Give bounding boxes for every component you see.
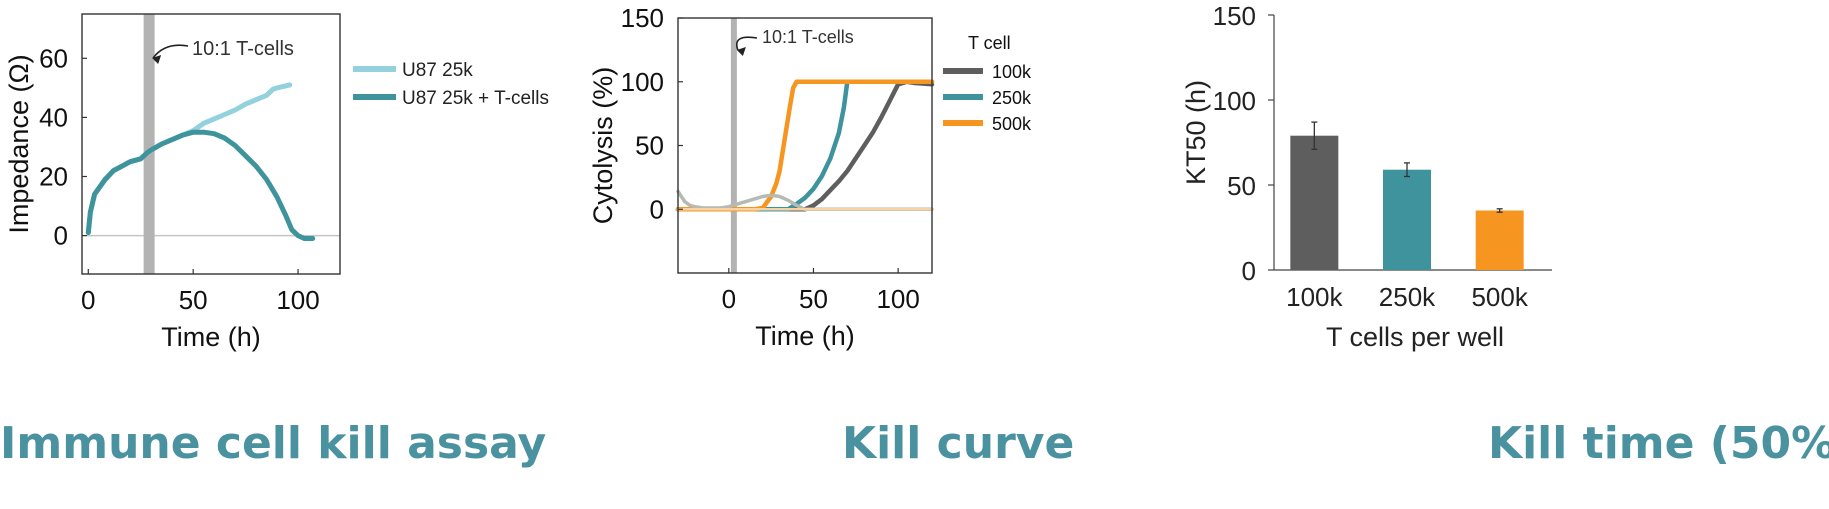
caption-immune-cell-kill-assay: Immune cell kill assay (0, 418, 547, 469)
y-tick-label: 20 (39, 162, 68, 192)
y-tick-label: 0 (1242, 256, 1256, 286)
plot-frame (81, 13, 341, 275)
marker-arrowhead (152, 55, 162, 64)
y-tick-label: 100 (621, 67, 664, 97)
series-line-u87-25k (85, 82, 293, 236)
bar-500k (1475, 210, 1524, 270)
x-axis-label: Time (h) (161, 322, 261, 352)
marker-arrowhead (736, 47, 746, 56)
x-tick-label: 100 (876, 284, 919, 314)
x-tick-label: 0 (722, 284, 736, 314)
legend-label: U87 25k + T-cells (402, 88, 549, 109)
legend-label: U87 25k (402, 60, 473, 81)
y-tick-label: 150 (621, 3, 664, 33)
y-tick-label: 0 (54, 221, 68, 251)
marker-arrow (736, 36, 758, 51)
series-line-250k (675, 79, 935, 212)
legend-label: 250k (992, 88, 1032, 108)
impedance-chart: 0 50 100 0 20 40 60 Time (h) Impedance (Ω) 10:1 T… (4, 13, 549, 352)
y-axis-label: Cytolysis (%) (588, 67, 618, 225)
bar-250k (1383, 169, 1431, 270)
treatment-marker (730, 18, 737, 273)
x-tick-label: 50 (179, 285, 208, 315)
legend-label: 500k (992, 114, 1032, 134)
y-tick-label: 0 (650, 194, 664, 224)
bar-100k (1290, 135, 1339, 270)
series-line-100k (675, 79, 935, 212)
x-tick-label: 100k (1286, 282, 1343, 312)
x-tick-label: 250k (1379, 282, 1436, 312)
marker-arrow (152, 44, 189, 59)
series-line-u87-25k-t-cells (85, 129, 316, 241)
y-axis-label: Impedance (Ω) (4, 54, 34, 233)
marker-label: 10:1 T-cells (192, 38, 294, 60)
kill-curve-chart: 0 50 100 0 50 100 150 Time (h) Cytolysis (%) 10:1… (588, 3, 1032, 351)
kill-time-chart: 0 50 100 150 100k 250k 500k T cells per well KT5… (1181, 1, 1552, 352)
treatment-marker (143, 14, 155, 274)
y-tick-label: 50 (1227, 171, 1256, 201)
y-tick-label: 40 (39, 102, 68, 132)
y-tick-label: 100 (1213, 86, 1256, 116)
plot-frame (677, 17, 933, 274)
series-line-baseline-3 (676, 189, 934, 212)
x-tick-label: 500k (1471, 282, 1528, 312)
x-axis-label: Time (h) (755, 321, 855, 351)
marker-label: 10:1 T-cells (762, 27, 854, 47)
y-tick-label: 50 (635, 131, 664, 161)
legend-label: 100k (992, 62, 1032, 82)
caption-kill-curve: Kill curve (842, 418, 1075, 469)
y-tick-label: 150 (1213, 1, 1256, 31)
y-axis-label: KT50 (h) (1181, 80, 1211, 185)
caption-kill-time: Kill time (50%) (1488, 418, 1829, 469)
y-tick-label: 60 (39, 43, 68, 73)
x-axis-label: T cells per well (1326, 322, 1504, 352)
x-tick-label: 50 (799, 284, 828, 314)
x-tick-label: 100 (276, 285, 319, 315)
legend-title: T cell (968, 33, 1011, 53)
x-tick-label: 0 (81, 285, 95, 315)
series-line-500k (675, 79, 935, 212)
